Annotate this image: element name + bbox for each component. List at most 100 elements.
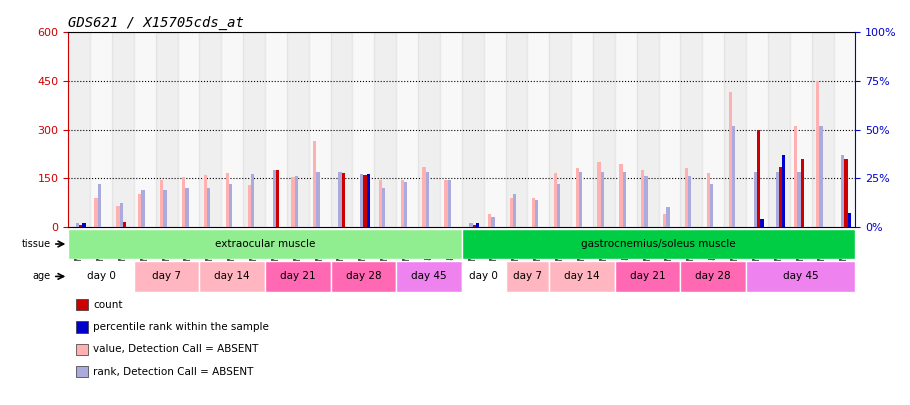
Bar [382, 188, 385, 227]
Bar [116, 206, 119, 227]
Bar [597, 162, 601, 227]
Bar [790, 32, 812, 227]
Bar [199, 32, 221, 227]
Bar [557, 184, 561, 227]
Bar [440, 32, 462, 227]
Bar [688, 176, 692, 227]
Bar [396, 261, 461, 292]
Bar [615, 32, 637, 227]
Bar [841, 155, 844, 227]
Bar [844, 159, 848, 227]
Text: extraocular muscle: extraocular muscle [215, 239, 315, 249]
Bar [461, 261, 506, 292]
Bar [141, 190, 145, 227]
Bar [204, 175, 207, 227]
Bar [68, 229, 461, 259]
Text: gastrocnemius/soleus muscle: gastrocnemius/soleus muscle [581, 239, 736, 249]
Text: age: age [33, 271, 51, 281]
Text: percentile rank within the sample: percentile rank within the sample [94, 322, 269, 332]
Bar [797, 173, 801, 227]
Bar [295, 176, 298, 227]
Bar [134, 261, 199, 292]
Bar [138, 194, 141, 227]
Bar [76, 344, 88, 355]
Text: day 45: day 45 [411, 271, 447, 281]
Bar [663, 214, 666, 227]
Bar [156, 32, 177, 227]
Bar [112, 32, 134, 227]
Bar [637, 32, 659, 227]
Bar [426, 173, 429, 227]
Bar [535, 200, 539, 227]
Bar [363, 175, 367, 227]
Bar [768, 32, 790, 227]
Text: value, Detection Call = ABSENT: value, Detection Call = ABSENT [94, 344, 258, 354]
Bar [76, 223, 79, 227]
Bar [79, 225, 83, 227]
Text: GDS621 / X15705cds_at: GDS621 / X15705cds_at [68, 16, 244, 30]
Bar [659, 32, 681, 227]
Bar [710, 184, 713, 227]
Bar [276, 170, 279, 227]
Bar [729, 92, 732, 227]
Bar [513, 194, 517, 227]
Text: day 14: day 14 [215, 271, 250, 281]
Bar [76, 299, 88, 310]
Bar [374, 32, 396, 227]
Bar [243, 32, 265, 227]
Bar [461, 32, 484, 227]
Bar [352, 32, 374, 227]
Bar [186, 188, 188, 227]
Bar [783, 155, 785, 227]
Bar [724, 32, 746, 227]
Bar [177, 32, 199, 227]
Bar [404, 182, 407, 227]
Bar [484, 32, 506, 227]
Text: count: count [94, 300, 123, 310]
Bar [400, 180, 404, 227]
Bar [615, 261, 681, 292]
Bar [164, 190, 167, 227]
Bar [622, 173, 626, 227]
Bar [251, 174, 254, 227]
Bar [816, 81, 819, 227]
Bar [775, 173, 779, 227]
Text: day 45: day 45 [783, 271, 819, 281]
Bar [308, 32, 330, 227]
Bar [476, 223, 480, 227]
Bar [491, 217, 495, 227]
Bar [448, 180, 450, 227]
Text: day 21: day 21 [630, 271, 665, 281]
Bar [746, 261, 855, 292]
Bar [834, 32, 855, 227]
Bar [396, 32, 418, 227]
Text: rank, Detection Call = ABSENT: rank, Detection Call = ABSENT [94, 367, 254, 377]
Bar [732, 126, 735, 227]
Bar [339, 173, 341, 227]
Bar [619, 164, 622, 227]
Bar [528, 32, 550, 227]
Bar [418, 32, 440, 227]
Bar [642, 170, 644, 227]
Bar [95, 198, 97, 227]
Bar [819, 126, 823, 227]
Bar [367, 174, 370, 227]
Text: day 28: day 28 [695, 271, 731, 281]
Text: day 7: day 7 [513, 271, 542, 281]
Bar [68, 32, 90, 227]
Bar [123, 222, 126, 227]
Bar [461, 229, 855, 259]
Bar [575, 168, 579, 227]
Bar [703, 32, 724, 227]
Text: day 28: day 28 [346, 271, 381, 281]
Bar [801, 159, 804, 227]
Bar [317, 173, 319, 227]
Bar [685, 168, 688, 227]
Bar [182, 177, 186, 227]
Bar [757, 130, 760, 227]
Bar [330, 261, 396, 292]
Bar [506, 261, 550, 292]
Bar [90, 32, 112, 227]
Bar [76, 366, 88, 377]
Bar [470, 223, 473, 227]
